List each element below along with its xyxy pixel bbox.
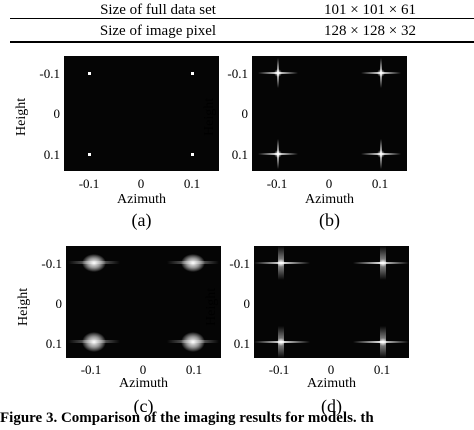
ytick-top: -0.1 — [41, 256, 62, 271]
y-axis-label: Height — [204, 287, 219, 326]
ytick-top: -0.1 — [229, 256, 250, 271]
psf-sidelobes — [254, 326, 310, 358]
ytick-bottom: 0.1 — [233, 336, 250, 351]
psf-sidelobes — [353, 326, 409, 358]
xtick-right: 0.1 — [185, 362, 203, 377]
subfigure-label: (b) — [319, 210, 340, 230]
subfigure-label: (c) — [133, 396, 154, 416]
figure-caption: Figure 3. Comparison of the imaging resu… — [0, 410, 374, 426]
ytick-mid: 0 — [241, 106, 249, 121]
ytick-bottom: 0.1 — [231, 147, 248, 162]
panel-a: -0.1 0 0.1 Height -0.1 0 0.1 Azimuth (a) — [8, 56, 228, 246]
xtick-mid: 0 — [139, 362, 147, 377]
xtick-right: 0.1 — [371, 176, 389, 191]
table-row-full-data-set: Size of full data set 101 × 101 × 61 — [0, 0, 474, 20]
y-axis-label: Height — [202, 97, 217, 136]
plot-b-svg — [258, 58, 401, 169]
plot-c-image — [66, 246, 221, 358]
psf-cross — [361, 139, 401, 169]
ytick-top: -0.1 — [227, 66, 248, 81]
table-rule-thick — [10, 41, 474, 43]
plot-d-image — [254, 246, 409, 358]
psf-cross — [258, 139, 298, 169]
table-rule-thin — [10, 18, 474, 19]
x-axis-label: Azimuth — [305, 192, 354, 207]
subfigure-label: (a) — [131, 210, 152, 230]
plot-c-svg — [68, 254, 219, 352]
xtick-mid: 0 — [137, 176, 145, 191]
ytick-mid: 0 — [55, 296, 63, 311]
table-cell-value: 128 × 128 × 32 — [324, 23, 416, 39]
psf-blob — [167, 254, 219, 272]
ytick-mid: 0 — [243, 296, 251, 311]
y-axis-label: Height — [16, 287, 31, 326]
xtick-left: -0.1 — [80, 362, 102, 377]
scatterer-point — [88, 153, 91, 156]
xtick-mid: 0 — [325, 176, 333, 191]
ytick-top: -0.1 — [39, 66, 60, 81]
plot-a-svg — [88, 72, 194, 156]
psf-sidelobes — [254, 246, 310, 280]
x-axis-label: Azimuth — [117, 192, 166, 207]
xtick-left: -0.1 — [268, 362, 290, 377]
ytick-bottom: 0.1 — [43, 147, 60, 162]
table-cell-value: 101 × 101 × 61 — [324, 2, 416, 18]
ytick-mid: 0 — [53, 106, 61, 121]
scatterer-point — [88, 72, 91, 75]
psf-cross — [258, 58, 298, 88]
psf-sidelobes — [353, 246, 409, 280]
plot-a-image — [64, 56, 219, 171]
psf-blob — [68, 254, 120, 272]
x-axis-label: Azimuth — [307, 376, 356, 391]
y-axis-label: Height — [14, 97, 29, 136]
plot-d-svg — [254, 246, 409, 358]
psf-cross — [361, 58, 401, 88]
panel-c: -0.1 0 0.1 Height -0.1 0 0.1 Azimuth (c) — [10, 246, 230, 430]
subfigure-label: (d) — [321, 396, 342, 416]
panel-d: -0.1 0 0.1 Height -0.1 0 0.1 Azimuth (d) — [198, 246, 418, 430]
xtick-left: -0.1 — [78, 176, 100, 191]
scatterer-point — [191, 153, 194, 156]
table-cell-label: Size of full data set — [100, 2, 216, 18]
table-cell-label: Size of image pixel — [99, 23, 217, 39]
ytick-bottom: 0.1 — [45, 336, 62, 351]
table-row-image-pixel: Size of image pixel 128 × 128 × 32 — [0, 21, 474, 41]
plot-b-image — [252, 56, 407, 171]
scatterer-point — [191, 72, 194, 75]
xtick-right: 0.1 — [373, 362, 391, 377]
x-axis-label: Azimuth — [119, 376, 168, 391]
xtick-right: 0.1 — [183, 176, 201, 191]
xtick-left: -0.1 — [266, 176, 288, 191]
panel-b: -0.1 0 0.1 Height -0.1 0 0.1 Azimuth (b) — [196, 56, 416, 246]
psf-blob — [68, 332, 120, 352]
xtick-mid: 0 — [327, 362, 335, 377]
psf-blob — [167, 332, 219, 352]
